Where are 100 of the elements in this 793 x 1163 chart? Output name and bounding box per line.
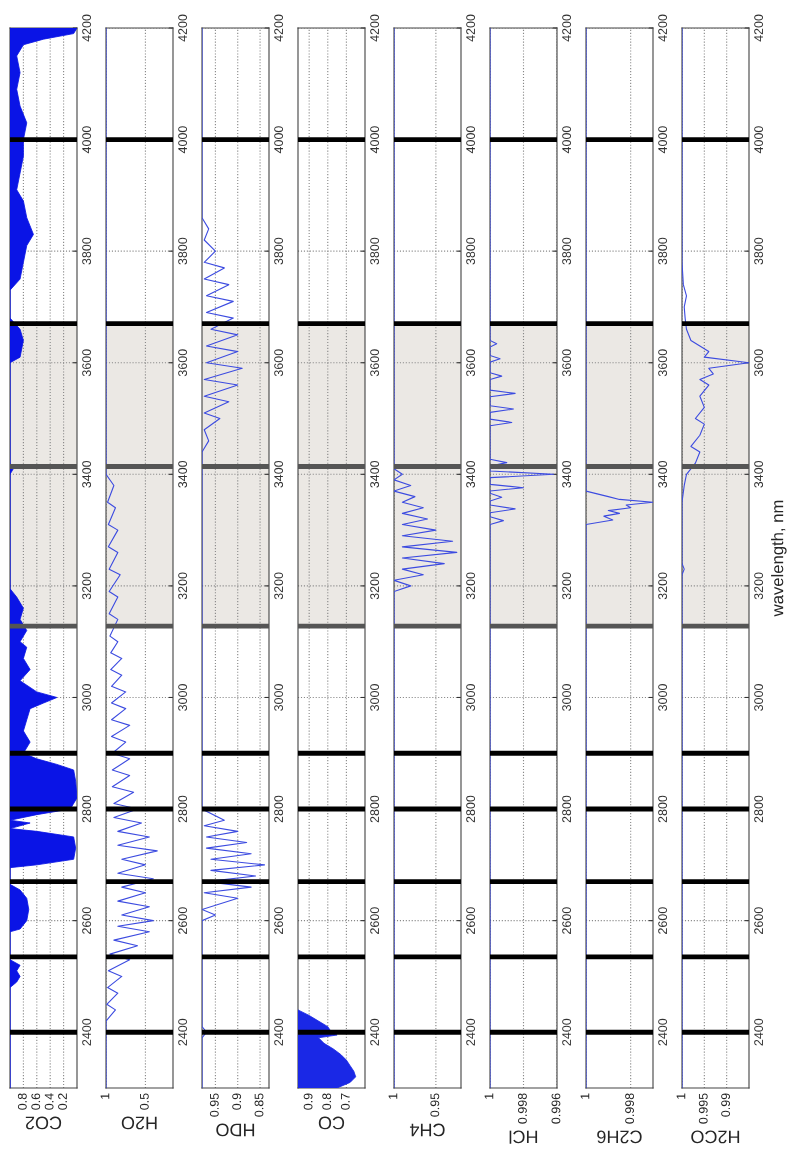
y-tick-label: 2800 — [82, 795, 92, 823]
x-axis-title: H2O — [121, 1116, 157, 1130]
y-tick-label: 2400 — [754, 1018, 764, 1046]
x-tick-label: 0.95 — [209, 1093, 219, 1117]
x-tick-label: 0.95 — [430, 1093, 440, 1117]
y-tick-label: 3800 — [466, 237, 476, 265]
x-tick-label: 0.995 — [698, 1093, 708, 1124]
y-tick-label: 4000 — [466, 126, 476, 154]
y-tick-label: 3000 — [658, 684, 668, 711]
y-tick-label: 3000 — [178, 684, 188, 711]
y-tick-label: 3400 — [466, 460, 476, 488]
x-tick-label: 0.9 — [232, 1093, 242, 1110]
x-tick-label: 0.7 — [340, 1093, 350, 1110]
y-tick-label: 3800 — [754, 237, 764, 265]
y-tick-label: 2800 — [274, 795, 284, 823]
y-tick-label: 4200 — [562, 14, 572, 42]
y-tick-label: 3800 — [178, 237, 188, 265]
x-tick-label: 1 — [580, 1093, 590, 1099]
y-tick-label: 2600 — [274, 907, 284, 934]
y-tick-label: 3400 — [754, 460, 764, 488]
y-tick-label: 3600 — [82, 349, 92, 377]
y-tick-label: 2800 — [562, 795, 572, 823]
y-tick-label: 4000 — [562, 126, 572, 154]
y-tick-label: 3000 — [562, 684, 572, 711]
x-tick-label: 1 — [388, 1093, 398, 1099]
y-tick-label: 3600 — [178, 349, 188, 377]
y-tick-label: 4000 — [754, 126, 764, 154]
y-tick-label: 4000 — [178, 126, 188, 154]
x-tick-label: 1 — [100, 1093, 110, 1099]
x-axis-title: HDO — [216, 1123, 255, 1137]
x-tick-label: 0.5 — [139, 1093, 149, 1110]
y-tick-label: 3400 — [658, 460, 668, 488]
y-tick-label: 3600 — [658, 349, 668, 377]
y-tick-label: 2600 — [82, 907, 92, 934]
y-tick-label: 3200 — [754, 572, 764, 600]
x-tick-label: 0.85 — [254, 1093, 264, 1117]
y-tick-label: 3200 — [562, 572, 572, 600]
x-tick-label: 0.99 — [721, 1093, 731, 1117]
y-tick-label: 3200 — [274, 572, 284, 600]
y-tick-label: 3200 — [178, 572, 188, 600]
y-tick-label: 3800 — [370, 237, 380, 265]
y-tick-label: 2400 — [274, 1018, 284, 1046]
y-tick-label: 3400 — [562, 460, 572, 488]
y-tick-label: 4000 — [274, 126, 284, 154]
x-tick-label: 1 — [676, 1093, 686, 1099]
y-tick-label: 2800 — [658, 795, 668, 823]
y-tick-label: 3000 — [370, 684, 380, 711]
y-tick-label: 4000 — [370, 126, 380, 154]
y-tick-label: 3600 — [274, 349, 284, 377]
y-tick-label: 3800 — [274, 237, 284, 265]
x-tick-label: 0.6 — [31, 1093, 41, 1110]
x-tick-label: 0.8 — [17, 1093, 27, 1110]
y-tick-label: 3600 — [466, 349, 476, 377]
y-tick-label: 2800 — [466, 795, 476, 823]
y-tick-label: 3400 — [178, 460, 188, 488]
y-tick-label: 4200 — [178, 14, 188, 42]
x-axis-title: C2H6 — [597, 1130, 642, 1144]
x-tick-label: 0.9 — [303, 1093, 313, 1110]
y-tick-label: 3600 — [562, 349, 572, 377]
y-tick-label: 2400 — [658, 1018, 668, 1046]
y-tick-label: 3600 — [370, 349, 380, 377]
x-axis-title: CO — [318, 1116, 345, 1130]
y-tick-label: 3000 — [82, 684, 92, 711]
y-tick-label: 2600 — [178, 907, 188, 934]
x-tick-label: 0.996 — [551, 1093, 561, 1124]
y-tick-label: 2800 — [370, 795, 380, 823]
y-tick-label: 2400 — [370, 1018, 380, 1046]
y-tick-label: 3200 — [466, 572, 476, 600]
y-tick-label: 2800 — [178, 795, 188, 823]
y-tick-label: 3400 — [82, 460, 92, 488]
x-axis-title: CO2 — [25, 1116, 62, 1130]
x-tick-label: 0.998 — [625, 1093, 635, 1124]
y-tick-label: 4200 — [754, 14, 764, 42]
y-tick-label: 2400 — [82, 1018, 92, 1046]
x-axis-title: CH4 — [409, 1123, 445, 1137]
y-tick-label: 4200 — [274, 14, 284, 42]
y-tick-label: 3200 — [370, 572, 380, 600]
y-tick-label: 3800 — [658, 237, 668, 265]
y-tick-label: 3400 — [274, 460, 284, 488]
y-tick-label: 4200 — [370, 14, 380, 42]
y-tick-label: 2400 — [466, 1018, 476, 1046]
y-tick-label: 2600 — [754, 907, 764, 934]
y-tick-label: 3800 — [562, 237, 572, 265]
y-tick-label: 2800 — [754, 795, 764, 823]
x-axis-title: H2CO — [691, 1130, 740, 1144]
y-tick-label: 2400 — [178, 1018, 188, 1046]
x-tick-label: 0.8 — [322, 1093, 332, 1110]
y-tick-label: 4000 — [82, 126, 92, 154]
y-tick-label: 3200 — [82, 572, 92, 600]
y-tick-label: 2600 — [562, 907, 572, 934]
y-tick-label: 2400 — [562, 1018, 572, 1046]
y-axis-title: wavelength, nm — [771, 500, 787, 617]
y-tick-label: 4200 — [658, 14, 668, 42]
x-tick-label: 0.4 — [44, 1093, 54, 1110]
y-tick-label: 2600 — [370, 907, 380, 934]
y-tick-label: 3800 — [82, 237, 92, 265]
y-tick-label: 3200 — [658, 572, 668, 600]
y-tick-label: 2600 — [466, 907, 476, 934]
x-axis-title: HCl — [509, 1130, 538, 1144]
y-tick-label: 2600 — [658, 907, 668, 934]
